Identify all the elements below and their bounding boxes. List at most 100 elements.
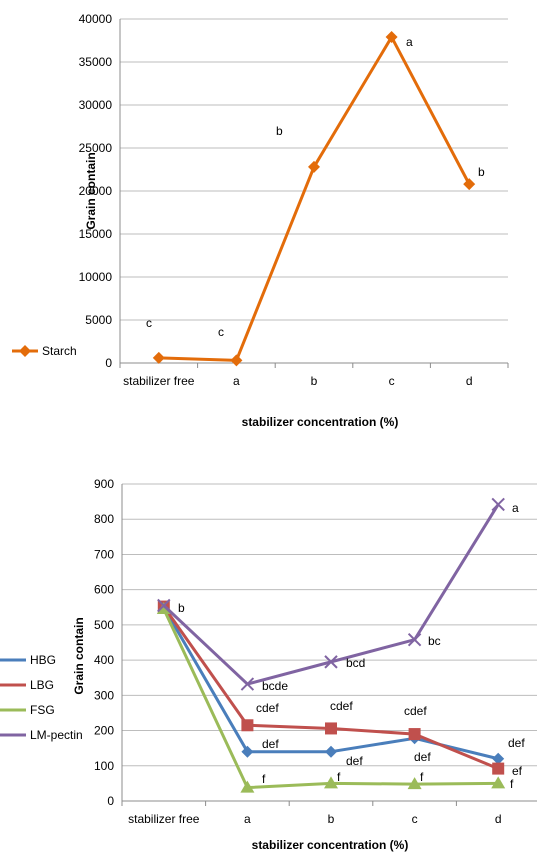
y-tick-label: 20000 (79, 184, 113, 198)
significance-label: c (218, 325, 224, 339)
data-point (491, 497, 505, 512)
data-point (308, 160, 320, 173)
legend-label: HBG (30, 653, 56, 667)
y-tick-label: 0 (105, 356, 112, 370)
x-tick-labels: stabilizer free a b c d (123, 374, 472, 388)
data-point (241, 745, 254, 758)
x-tick-labels: stabilizer free a b c d (128, 812, 501, 826)
significance-label: bcd (346, 656, 365, 670)
data-point (152, 351, 165, 364)
y-tick-label: 0 (107, 794, 114, 808)
y-tick-label: 5000 (85, 313, 112, 327)
legend-label: LBG (30, 678, 54, 692)
significance-label: a (512, 501, 519, 515)
significance-label: f (510, 777, 514, 791)
significance-label: bc (428, 634, 441, 648)
y-tick-label: 40000 (79, 12, 113, 26)
y-tick-label: 700 (94, 547, 114, 561)
data-point (325, 722, 337, 735)
significance-label: def (508, 736, 525, 750)
axes (119, 19, 509, 368)
data-point (491, 776, 506, 789)
significance-label: a (406, 35, 413, 49)
x-tick-label: d (466, 374, 473, 388)
y-tick-label: 10000 (79, 270, 113, 284)
legend: HBG LBG FSG LM-pectin (0, 653, 83, 742)
y-axis-title: Grain contain (84, 152, 98, 229)
y-tick-label: 100 (94, 759, 114, 773)
significance-label: c (146, 316, 152, 330)
significance-label: cdef (256, 701, 279, 715)
y-tick-label: 500 (94, 618, 114, 632)
data-point (385, 31, 398, 44)
data-point (240, 780, 255, 793)
series-lines (152, 31, 476, 367)
axes (121, 484, 537, 806)
x-tick-label: a (233, 374, 240, 388)
chart-starch: 0 5000 10000 15000 20000 25000 30000 35000 40000… (12, 12, 509, 429)
data-point (241, 719, 254, 732)
y-tick-label: 600 (94, 583, 114, 597)
series-line-lm-pectin (162, 503, 500, 686)
x-axis-title: stabilizer concentration (%) (252, 838, 409, 852)
data-point (492, 752, 505, 765)
y-tick-labels: 0 100 200 300 400 500 600 700 800 900 (94, 477, 114, 808)
series-line-lbg (162, 605, 499, 770)
x-tick-label: c (412, 812, 418, 826)
x-tick-label: b (328, 812, 335, 826)
significance-label: def (346, 754, 363, 768)
y-tick-label: 300 (94, 688, 114, 702)
x-tick-label: c (389, 374, 395, 388)
significance-label: b (478, 165, 485, 179)
x-tick-label: stabilizer free (128, 812, 200, 826)
y-tick-label: 35000 (79, 55, 113, 69)
x-tick-label: stabilizer free (123, 374, 195, 388)
data-point (324, 776, 338, 789)
data-point (492, 762, 505, 775)
data-point (240, 677, 255, 691)
legend-label: Starch (42, 344, 77, 358)
series-line-starch (158, 35, 471, 362)
y-tick-labels: 0 5000 10000 15000 20000 25000 30000 35000 40000 (79, 12, 113, 370)
x-axis-title: stabilizer concentration (%) (242, 415, 399, 429)
data-point (230, 354, 243, 367)
significance-label: f (337, 770, 341, 784)
x-tick-label: b (311, 374, 318, 388)
significance-label: f (420, 770, 424, 784)
chart-gums: 0 100 200 300 400 500 600 700 800 900 stabilizer … (0, 477, 537, 852)
significance-label: cdef (330, 699, 353, 713)
data-point (407, 632, 422, 647)
gridlines (122, 483, 537, 767)
y-tick-label: 900 (94, 477, 114, 491)
y-tick-label: 200 (94, 724, 114, 738)
significance-label: b (276, 124, 283, 138)
data-point (324, 655, 338, 669)
series-line-hbg (162, 606, 499, 761)
significance-label: cdef (404, 704, 427, 718)
y-tick-label: 25000 (79, 141, 113, 155)
y-tick-label: 400 (94, 653, 114, 667)
gridlines (120, 18, 508, 321)
significance-labels: c c b a b (146, 35, 485, 339)
x-tick-label: d (495, 812, 502, 826)
legend: Starch (12, 344, 77, 358)
y-tick-label: 800 (94, 512, 114, 526)
significance-label: bcde (262, 679, 288, 693)
data-point (157, 598, 171, 613)
significance-label: ef (512, 764, 523, 778)
data-point (463, 178, 476, 191)
legend-label: LM-pectin (30, 728, 83, 742)
data-point (156, 602, 171, 615)
significance-label: b (178, 601, 185, 615)
significance-label: f (262, 772, 266, 786)
data-point (325, 745, 337, 758)
series-lines (156, 497, 506, 793)
data-point (407, 777, 422, 790)
significance-label: def (414, 750, 431, 764)
y-tick-label: 30000 (79, 98, 113, 112)
significance-label: def (262, 737, 279, 751)
y-tick-label: 15000 (79, 227, 113, 241)
legend-label: FSG (30, 703, 55, 717)
